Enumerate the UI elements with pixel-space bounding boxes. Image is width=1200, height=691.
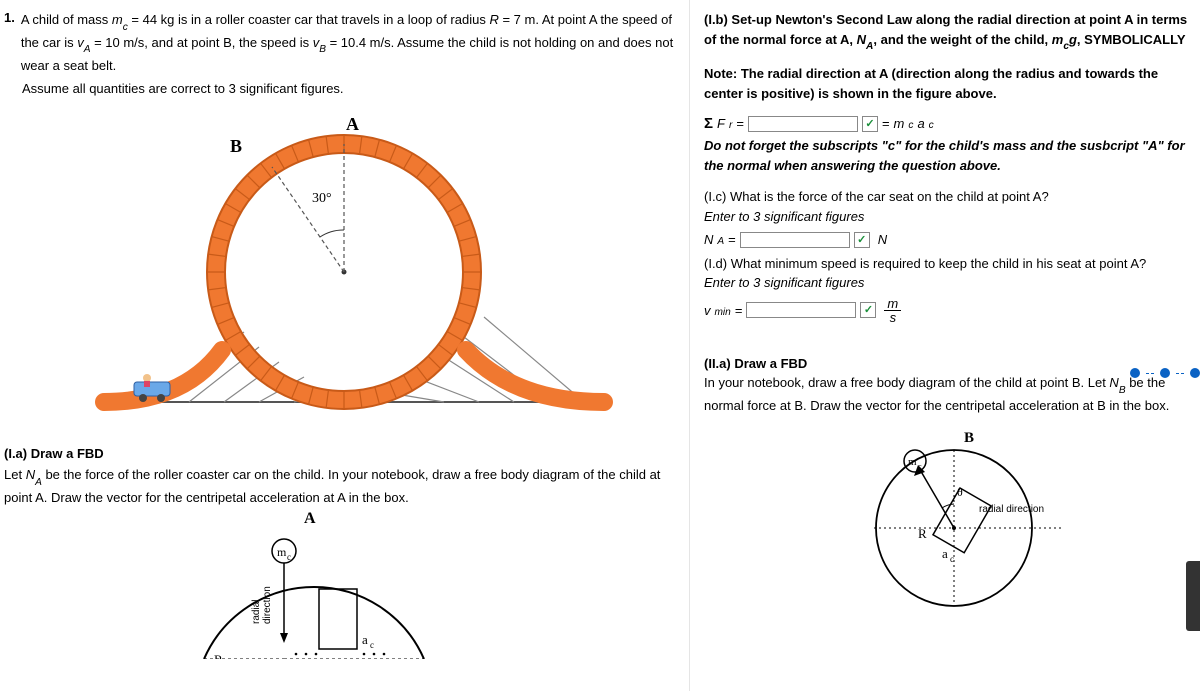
svg-text:R: R bbox=[918, 526, 927, 541]
sym-N: N bbox=[857, 32, 866, 47]
svg-text:A: A bbox=[304, 510, 316, 527]
eq: = bbox=[882, 116, 890, 131]
assume-text: Assume all quantities are correct to 3 s… bbox=[22, 81, 675, 96]
pager-dot[interactable] bbox=[1190, 368, 1200, 378]
loop-label-A: A bbox=[346, 114, 359, 134]
sym-m: m bbox=[1052, 32, 1064, 47]
pager-dot[interactable] bbox=[1160, 368, 1170, 378]
sym-F: F bbox=[717, 116, 725, 131]
sym-N: N bbox=[704, 230, 713, 250]
Ib-heading: (I.b) Set-up Newton's Second Law along t… bbox=[704, 10, 1192, 52]
Ib-note: Note: The radial direction at A (directi… bbox=[704, 64, 1192, 103]
sym-N: N bbox=[26, 467, 35, 482]
vmin-input[interactable] bbox=[746, 302, 856, 318]
Id-enter: Enter to 3 significant figures bbox=[704, 273, 1192, 293]
text: A child of mass bbox=[21, 12, 112, 27]
NA-input[interactable] bbox=[740, 232, 850, 248]
Id-question: (I.d) What minimum speed is required to … bbox=[704, 254, 1192, 274]
text: , SYMBOLICALLY bbox=[1077, 32, 1186, 47]
fbd-B-diagram: B m c R θ radial direction bbox=[824, 428, 1192, 611]
sub: c bbox=[1063, 41, 1069, 52]
question-text: A child of mass mc = 44 kg is in a rolle… bbox=[21, 10, 675, 75]
svg-text:c: c bbox=[287, 552, 291, 562]
question-number: 1. bbox=[4, 10, 15, 25]
sym-R: R bbox=[489, 12, 498, 27]
text: , and the weight of the child, bbox=[873, 32, 1051, 47]
sym-v: v bbox=[704, 301, 711, 321]
Ib-warning: Do not forget the subscripts "c" for the… bbox=[704, 136, 1192, 175]
pager-dash bbox=[1176, 373, 1184, 374]
sub-c: c bbox=[123, 22, 128, 33]
Ia-heading: (I.a) Draw a FBD bbox=[4, 446, 675, 461]
svg-text:a: a bbox=[362, 632, 368, 647]
svg-text:c: c bbox=[950, 554, 954, 564]
text: Let bbox=[4, 467, 26, 482]
sub: B bbox=[1119, 385, 1126, 396]
sigma-icon: Σ bbox=[704, 115, 713, 132]
svg-text:c: c bbox=[370, 640, 374, 650]
svg-text:m: m bbox=[908, 456, 917, 468]
IIa-block: (II.a) Draw a FBD In your notebook, draw… bbox=[704, 354, 1192, 416]
text: = 10 m/s, and at point B, the speed is bbox=[90, 35, 312, 50]
Ic-block: (I.c) What is the force of the car seat … bbox=[704, 187, 1192, 324]
sub-r: r bbox=[729, 120, 732, 131]
Ib-equation: ΣFr = ✓ = mcac bbox=[704, 115, 1192, 132]
sumF-input[interactable] bbox=[748, 116, 858, 132]
Ia-text: Let NA be the force of the roller coaste… bbox=[4, 465, 675, 507]
Ic-enter: Enter to 3 significant figures bbox=[704, 207, 1192, 227]
eq: = bbox=[735, 301, 743, 321]
check-icon[interactable]: ✓ bbox=[862, 116, 878, 132]
sub: c bbox=[929, 120, 934, 131]
pager-dot[interactable] bbox=[1130, 368, 1140, 378]
sym-m: m bbox=[112, 12, 123, 27]
svg-text:m: m bbox=[277, 545, 287, 559]
text: In your notebook, draw a free body diagr… bbox=[704, 375, 1109, 390]
pager-dash bbox=[1146, 373, 1154, 374]
sym-a: a bbox=[917, 116, 924, 131]
sym-m: m bbox=[894, 116, 905, 131]
sym-v: v bbox=[77, 35, 84, 50]
unit-N: N bbox=[878, 230, 887, 250]
svg-text:R: R bbox=[214, 652, 223, 659]
text: be the force of the roller coaster car o… bbox=[4, 467, 660, 505]
sub-B: B bbox=[319, 44, 326, 55]
eq: = bbox=[728, 230, 736, 250]
Ic-question: (I.c) What is the force of the car seat … bbox=[704, 187, 1192, 207]
loop-label-B: B bbox=[230, 136, 242, 156]
sub-A: A bbox=[84, 44, 91, 55]
roller-coaster-diagram: A B 30° bbox=[94, 102, 614, 442]
svg-text:B: B bbox=[964, 430, 974, 446]
unit-ms: m s bbox=[884, 297, 901, 324]
sub-A: A bbox=[35, 477, 42, 488]
svg-text:radial: radial bbox=[251, 600, 262, 624]
check-icon[interactable]: ✓ bbox=[854, 232, 870, 248]
text: = 44 kg is in a roller coaster car that … bbox=[128, 12, 490, 27]
sym-N: N bbox=[1109, 375, 1118, 390]
loop-angle: 30° bbox=[312, 191, 332, 206]
eq: = bbox=[736, 116, 744, 131]
sym-g: g bbox=[1069, 32, 1077, 47]
check-icon[interactable]: ✓ bbox=[860, 302, 876, 318]
sub: A bbox=[717, 234, 724, 249]
svg-text:direction: direction bbox=[262, 587, 273, 625]
sub: c bbox=[908, 120, 913, 131]
sub: A bbox=[866, 41, 873, 52]
unit-s: s bbox=[887, 311, 900, 324]
sub: min bbox=[715, 305, 731, 320]
IIa-heading: (II.a) Draw a FBD bbox=[704, 354, 1192, 374]
side-tab[interactable] bbox=[1186, 561, 1200, 631]
svg-text:a: a bbox=[942, 546, 948, 561]
unit-m: m bbox=[884, 297, 901, 311]
fbd-A-diagram: A m c R radial direction a bbox=[164, 509, 675, 662]
page-indicator[interactable] bbox=[1130, 368, 1200, 378]
